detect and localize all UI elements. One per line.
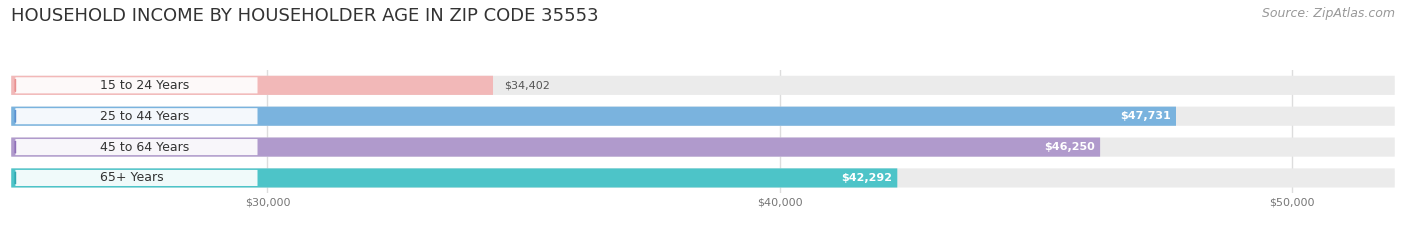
FancyBboxPatch shape xyxy=(15,139,257,155)
Text: HOUSEHOLD INCOME BY HOUSEHOLDER AGE IN ZIP CODE 35553: HOUSEHOLD INCOME BY HOUSEHOLDER AGE IN Z… xyxy=(11,7,599,25)
FancyBboxPatch shape xyxy=(11,76,1395,95)
Text: $34,402: $34,402 xyxy=(505,80,550,90)
FancyBboxPatch shape xyxy=(15,108,257,124)
Text: $42,292: $42,292 xyxy=(841,173,891,183)
FancyBboxPatch shape xyxy=(11,107,1395,126)
FancyBboxPatch shape xyxy=(15,77,257,93)
FancyBboxPatch shape xyxy=(11,107,1175,126)
FancyBboxPatch shape xyxy=(11,137,1099,157)
Text: 45 to 64 Years: 45 to 64 Years xyxy=(100,140,190,154)
Text: $47,731: $47,731 xyxy=(1119,111,1170,121)
FancyBboxPatch shape xyxy=(11,168,897,188)
FancyBboxPatch shape xyxy=(11,168,1395,188)
Text: $46,250: $46,250 xyxy=(1043,142,1095,152)
FancyBboxPatch shape xyxy=(11,76,494,95)
Text: 65+ Years: 65+ Years xyxy=(100,171,163,185)
FancyBboxPatch shape xyxy=(15,170,257,186)
FancyBboxPatch shape xyxy=(11,137,1395,157)
Text: 25 to 44 Years: 25 to 44 Years xyxy=(100,110,190,123)
Text: Source: ZipAtlas.com: Source: ZipAtlas.com xyxy=(1261,7,1395,20)
Text: 15 to 24 Years: 15 to 24 Years xyxy=(100,79,190,92)
